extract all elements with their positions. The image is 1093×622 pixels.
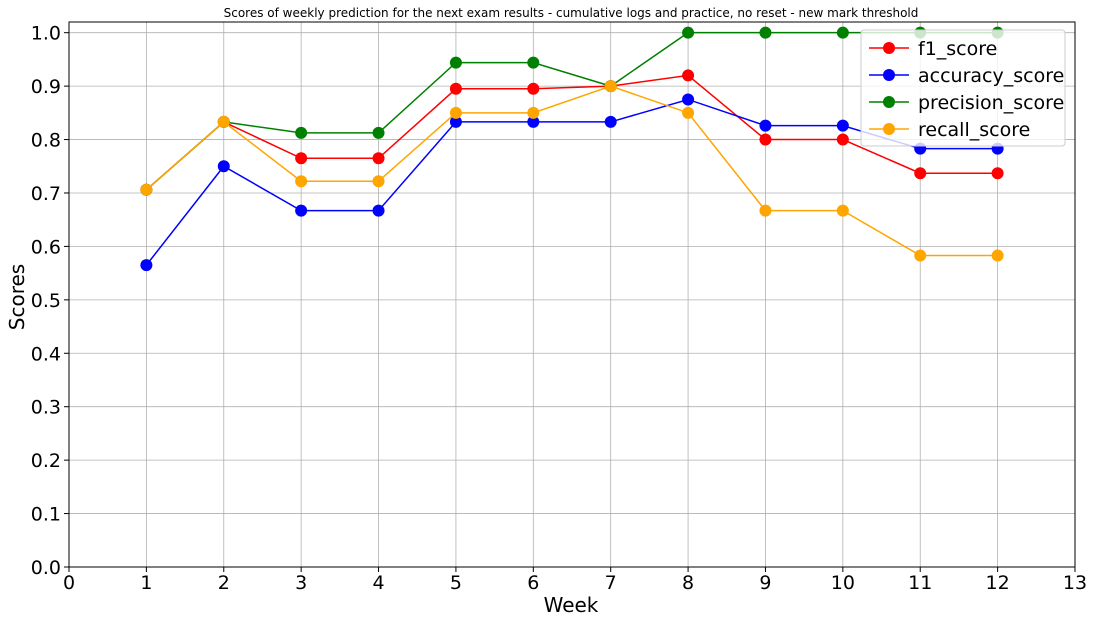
legend-marker: [883, 123, 895, 135]
plot-frame: [68, 21, 1076, 568]
x-tick-label: 2: [218, 572, 230, 594]
x-tick-label: 13: [1063, 572, 1087, 594]
data-point: [449, 115, 462, 128]
data-point: [217, 115, 230, 128]
y-tick-label: 0.4: [31, 343, 61, 365]
y-tick-label: 0.8: [31, 130, 61, 152]
y-tick-label: 0.0: [31, 557, 61, 579]
data-point: [682, 69, 695, 82]
data-point: [604, 115, 617, 128]
data-point: [682, 93, 695, 106]
x-tick-label: 6: [527, 572, 539, 594]
x-tick-label: 7: [605, 572, 617, 594]
y-axis-label: Scores: [5, 264, 29, 330]
data-point: [682, 106, 695, 119]
data-point: [140, 183, 153, 196]
legend-label: accuracy_score: [918, 65, 1064, 87]
data-point: [759, 26, 772, 39]
y-tick-label: 0.1: [31, 504, 61, 526]
data-point: [836, 26, 849, 39]
data-point: [836, 119, 849, 132]
legend-item: accuracy_score: [869, 65, 1064, 87]
x-tick-label: 11: [908, 572, 932, 594]
legend-box: [860, 29, 1066, 147]
x-tick-label: 0: [63, 572, 75, 594]
series-line: [145, 74, 998, 191]
legend-item: recall_score: [869, 119, 1030, 141]
legend-label: f1_score: [918, 38, 997, 60]
x-tick-label: 3: [295, 572, 307, 594]
data-point: [372, 175, 385, 188]
data-point: [759, 133, 772, 146]
data-point: [682, 26, 695, 39]
series-line: [145, 31, 998, 191]
data-point: [372, 126, 385, 139]
data-point: [217, 160, 230, 173]
data-point: [372, 204, 385, 217]
series-recall-score: [140, 80, 1004, 262]
data-point: [295, 126, 308, 139]
legend-item: precision_score: [869, 92, 1064, 114]
legend-label: recall_score: [918, 119, 1030, 141]
legend-marker: [883, 69, 895, 81]
x-tick-label: 12: [986, 572, 1010, 594]
y-tick-label: 0.2: [31, 450, 61, 472]
x-tick-label: 9: [759, 572, 771, 594]
data-point: [991, 249, 1004, 262]
data-point: [604, 80, 617, 93]
axis-ticks: 0 1 2 3 4 5 6 7 8 9 10 11 12 130.00.10.20.30.40.50.60…: [31, 23, 1087, 594]
chart-title: Scores of weekly prediction for the next…: [224, 6, 919, 20]
data-point: [836, 133, 849, 146]
legend-item: f1_score: [869, 38, 997, 60]
data-point: [449, 106, 462, 119]
x-tick-label: 1: [140, 572, 152, 594]
data-point: [295, 204, 308, 217]
y-tick-label: 0.3: [31, 397, 61, 419]
x-tick-label: 5: [450, 572, 462, 594]
data-point: [527, 56, 540, 69]
data-point: [140, 259, 153, 272]
y-tick-label: 0.9: [31, 76, 61, 98]
series-layer: [140, 26, 1004, 272]
data-point: [914, 249, 927, 262]
x-tick-label: 4: [372, 572, 384, 594]
legend-marker: [883, 42, 895, 54]
legend: f1_score accuracy_score precision_scorerec…: [860, 29, 1066, 147]
legend-label: precision_score: [918, 92, 1064, 114]
data-point: [527, 82, 540, 95]
data-point: [759, 204, 772, 217]
y-tick-label: 1.0: [31, 23, 61, 45]
y-tick-label: 0.7: [31, 183, 61, 205]
data-point: [836, 204, 849, 217]
x-axis-label: Week: [544, 593, 599, 617]
x-tick-label: 10: [831, 572, 855, 594]
data-point: [449, 56, 462, 69]
data-point: [527, 106, 540, 119]
data-point: [295, 175, 308, 188]
series-line: [145, 85, 998, 257]
y-tick-label: 0.5: [31, 290, 61, 312]
data-point: [527, 115, 540, 128]
data-point: [914, 167, 927, 180]
data-point: [759, 119, 772, 132]
x-tick-label: 8: [682, 572, 694, 594]
data-point: [295, 152, 308, 165]
legend-marker: [883, 96, 895, 108]
data-point: [372, 152, 385, 165]
data-point: [991, 167, 1004, 180]
series-line: [145, 98, 998, 266]
y-tick-label: 0.6: [31, 236, 61, 258]
data-point: [449, 82, 462, 95]
